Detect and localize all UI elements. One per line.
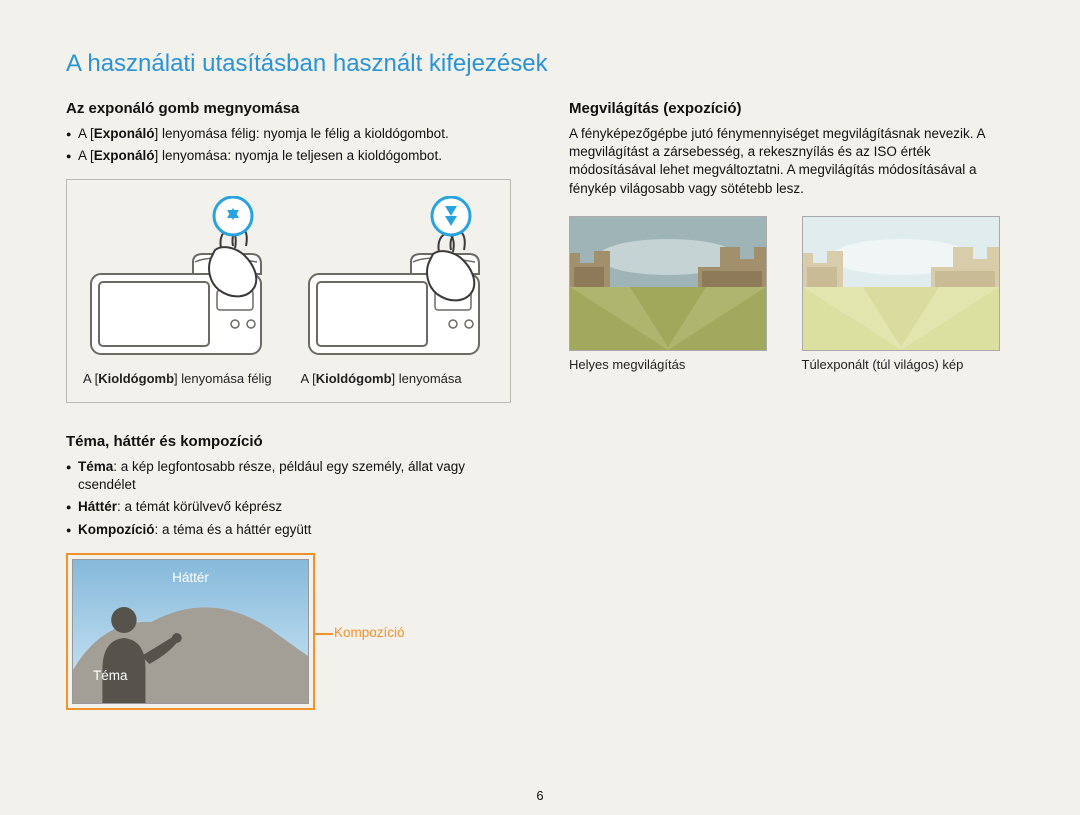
- composition-bullet-1: Téma: a kép legfontosabb része, például …: [66, 458, 511, 494]
- camera-half-press-icon: [83, 196, 283, 366]
- bold-text: Kioldógomb: [316, 371, 392, 386]
- exposure-body: A fényképezőgépbe jutó fénymennyiséget m…: [569, 125, 1014, 198]
- photo-correct-exposure-icon: [569, 216, 767, 351]
- composition-bullets: Téma: a kép legfontosabb része, például …: [66, 458, 511, 539]
- composition-heading: Téma, háttér és kompozíció: [66, 433, 511, 450]
- page-title: A használati utasításban használt kifeje…: [66, 50, 1014, 78]
- exposure-over: Túlexponált (túl világos) kép: [802, 216, 1015, 372]
- composition-bullet-2: Háttér: a témát körülvevő képrész: [66, 498, 511, 516]
- shutter-caption-2: A [Kioldógomb] lenyomása: [301, 370, 495, 388]
- bold-text: Kompozíció: [78, 522, 155, 537]
- text: A [: [78, 126, 94, 141]
- photo-overexposed-icon: [802, 216, 1000, 351]
- text: : a témát körülvevő képrész: [117, 499, 282, 514]
- shutter-caption-1: A [Kioldógomb] lenyomása félig: [83, 370, 277, 388]
- text: A [: [83, 371, 98, 386]
- text: : a kép legfontosabb része, például egy …: [78, 459, 465, 492]
- shutter-bullet-1: A [Exponáló] lenyomása félig: nyomja le …: [66, 125, 511, 143]
- label-hatter: Háttér: [73, 570, 308, 585]
- shutter-bullets: A [Exponáló] lenyomása félig: nyomja le …: [66, 125, 511, 165]
- two-column-layout: Az exponáló gomb megnyomása A [Exponáló]…: [66, 100, 1014, 710]
- text: A [: [78, 148, 94, 163]
- text: ] lenyomása félig: [174, 371, 272, 386]
- shutter-bullet-2: A [Exponáló] lenyomása: nyomja le teljes…: [66, 147, 511, 165]
- label-kompozicio: Kompozíció: [334, 625, 405, 640]
- left-column: Az exponáló gomb megnyomása A [Exponáló]…: [66, 100, 511, 710]
- right-column: Megvilágítás (expozíció) A fényképezőgép…: [569, 100, 1014, 710]
- text: ] lenyomása félig: nyomja le félig a kio…: [155, 126, 449, 141]
- bold-text: Exponáló: [94, 148, 155, 163]
- composition-bullet-3: Kompozíció: a téma és a háttér együtt: [66, 521, 511, 539]
- text: A [: [301, 371, 316, 386]
- bold-text: Háttér: [78, 499, 117, 514]
- bold-text: Kioldógomb: [98, 371, 174, 386]
- exposure-correct: Helyes megvilágítás: [569, 216, 782, 372]
- text: ] lenyomása: [392, 371, 462, 386]
- shutter-diagram-box: A [Kioldógomb] lenyomása félig: [66, 179, 511, 403]
- text: ] lenyomása: nyomja le teljesen a kioldó…: [155, 148, 442, 163]
- shutter-full-press: A [Kioldógomb] lenyomása: [301, 196, 495, 388]
- exposure-caption-2: Túlexponált (túl világos) kép: [802, 357, 1015, 372]
- page-number: 6: [0, 788, 1080, 803]
- text: : a téma és a háttér együtt: [155, 522, 312, 537]
- label-tema: Téma: [93, 668, 128, 683]
- exposure-caption-1: Helyes megvilágítás: [569, 357, 782, 372]
- camera-full-press-icon: [301, 196, 501, 366]
- exposure-heading: Megvilágítás (expozíció): [569, 100, 1014, 117]
- composition-callout-line: [315, 633, 333, 635]
- bold-text: Exponáló: [94, 126, 155, 141]
- bold-text: Téma: [78, 459, 113, 474]
- manual-page: A használati utasításban használt kifeje…: [0, 0, 1080, 815]
- shutter-half-press: A [Kioldógomb] lenyomása félig: [83, 196, 277, 388]
- composition-diagram: Háttér Téma Kompozíció: [66, 553, 511, 710]
- shutter-heading: Az exponáló gomb megnyomása: [66, 100, 511, 117]
- exposure-photo-row: Helyes megvilágítás Túlexponált (: [569, 216, 1014, 372]
